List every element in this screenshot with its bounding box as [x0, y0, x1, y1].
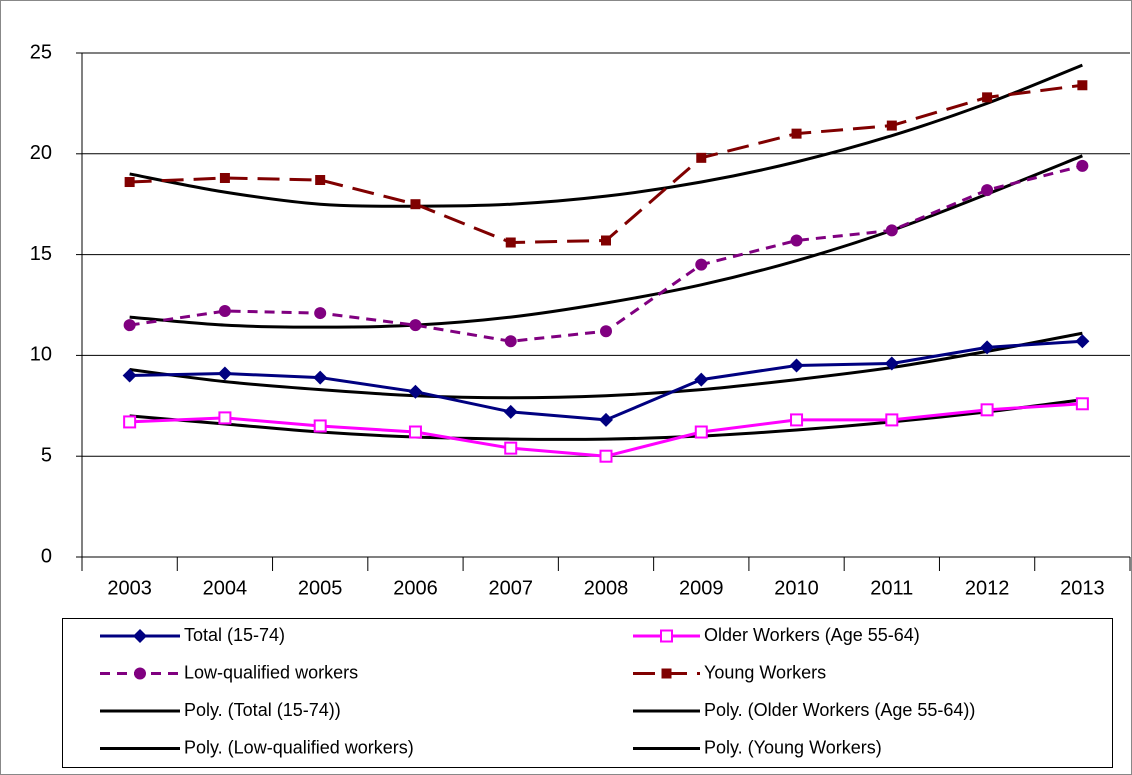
marker — [313, 419, 327, 433]
marker — [791, 128, 802, 139]
marker — [504, 441, 518, 455]
marker — [1076, 159, 1089, 172]
marker — [408, 425, 422, 439]
marker — [315, 175, 326, 186]
marker — [694, 425, 708, 439]
marker — [885, 224, 898, 237]
marker — [408, 384, 423, 399]
legend-label: Young Workers — [704, 662, 826, 682]
marker — [982, 92, 993, 103]
marker — [1077, 80, 1088, 91]
y-tick-label: 25 — [30, 41, 52, 63]
x-tick-label: 2009 — [679, 577, 724, 599]
marker — [1075, 397, 1089, 411]
legend-label: Low-qualified workers — [184, 662, 358, 682]
marker — [886, 120, 897, 131]
trend-line — [129, 154, 1083, 329]
marker — [1075, 334, 1090, 349]
x-tick-label: 2008 — [584, 577, 629, 599]
marker — [599, 412, 613, 427]
marker — [660, 629, 673, 643]
marker — [981, 184, 994, 197]
marker — [980, 403, 994, 417]
marker — [696, 152, 707, 163]
legend-label: Poly. (Older Workers (Age 55-64)) — [704, 700, 975, 720]
marker — [218, 305, 231, 318]
legend-box — [62, 618, 1113, 768]
marker — [695, 258, 708, 271]
marker — [313, 370, 328, 385]
marker — [122, 368, 137, 383]
x-tick-label: 2005 — [298, 577, 343, 599]
marker — [123, 415, 137, 429]
trend-line — [129, 331, 1083, 400]
legend-label: Total (15-74) — [184, 625, 285, 645]
marker — [123, 319, 136, 332]
y-tick-label: 0 — [41, 545, 52, 567]
marker — [790, 234, 803, 247]
marker — [134, 667, 146, 680]
marker — [314, 307, 327, 320]
marker — [789, 358, 804, 373]
marker — [600, 325, 612, 338]
marker — [599, 449, 613, 463]
x-tick-label: 2013 — [1060, 577, 1105, 599]
marker — [409, 319, 422, 332]
legend-label: Poly. (Young Workers) — [704, 737, 882, 757]
y-tick-label: 20 — [30, 142, 52, 164]
marker — [133, 629, 147, 643]
x-tick-label: 2012 — [965, 577, 1010, 599]
marker — [124, 177, 135, 188]
trend-line — [129, 398, 1083, 441]
marker — [503, 404, 518, 419]
marker — [661, 668, 672, 679]
marker — [790, 413, 804, 427]
legend-label: Poly. (Low-qualified workers) — [184, 737, 414, 757]
marker — [219, 172, 230, 183]
legend-label: Older Workers (Age 55-64) — [704, 625, 920, 645]
x-tick-label: 2010 — [774, 577, 819, 599]
trend-line — [129, 63, 1083, 208]
marker — [505, 237, 516, 248]
marker — [217, 366, 232, 381]
marker — [218, 411, 232, 425]
marker — [884, 356, 899, 371]
marker — [980, 340, 995, 355]
x-tick-label: 2006 — [393, 577, 438, 599]
y-tick-label: 10 — [30, 344, 52, 366]
x-tick-label: 2007 — [488, 577, 533, 599]
x-tick-label: 2004 — [203, 577, 248, 599]
y-tick-label: 15 — [30, 243, 52, 265]
y-tick-label: 5 — [41, 444, 52, 466]
x-tick-label: 2003 — [107, 577, 152, 599]
marker — [504, 335, 517, 348]
x-tick-label: 2011 — [870, 577, 913, 599]
marker — [601, 235, 611, 246]
marker — [694, 372, 709, 387]
marker — [885, 413, 899, 427]
marker — [410, 199, 421, 210]
legend-label: Poly. (Total (15-74)) — [184, 700, 341, 720]
